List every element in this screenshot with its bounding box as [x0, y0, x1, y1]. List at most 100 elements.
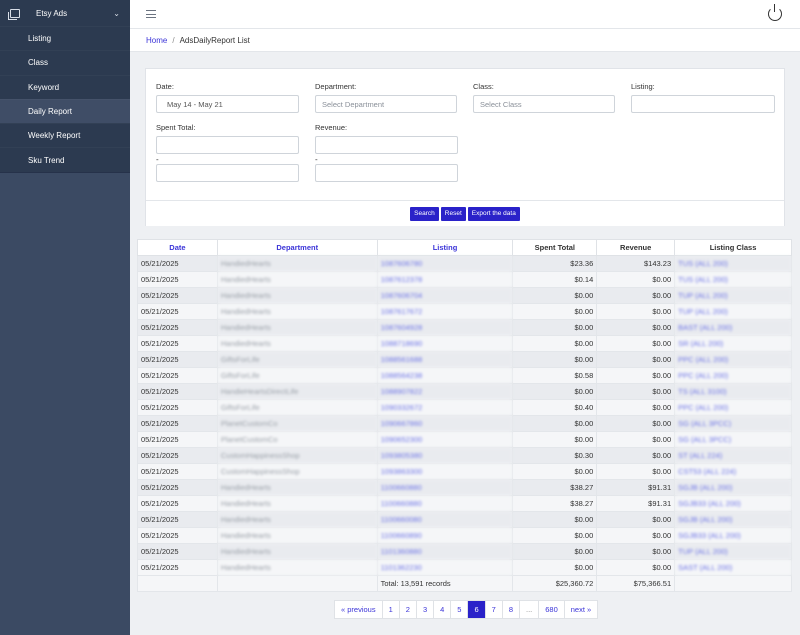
listing-input[interactable]	[631, 95, 775, 113]
total-empty-1	[137, 575, 218, 592]
revenue-range-dash: -	[315, 155, 318, 164]
cell-listing[interactable]: 1088564238	[376, 367, 514, 384]
table-row: 05/21/2025 CustomHappinessShop 1093805380 $…	[137, 447, 792, 464]
cell-listing[interactable]: 1093863300	[376, 463, 514, 480]
cell-date: 05/21/2025	[137, 479, 218, 496]
pagination-page-5[interactable]: 5	[451, 601, 469, 618]
cell-listing[interactable]: 1090332672	[376, 399, 514, 416]
cell-listing[interactable]: 1088561688	[376, 351, 514, 368]
cell-revenue: $0.00	[596, 287, 676, 304]
pagination-page-680[interactable]: 680	[539, 601, 565, 618]
date-range-value: May 14 - May 21	[167, 99, 223, 109]
pagination-page-6[interactable]: 6	[468, 601, 486, 618]
sidebar-item-weekly-report[interactable]: Weekly Report	[0, 123, 130, 147]
cell-revenue: $91.31	[596, 495, 676, 512]
reset-button[interactable]: Reset	[440, 206, 466, 221]
cell-listing[interactable]: 1090652300	[376, 431, 514, 448]
cell-spent-total: $38.27	[512, 495, 598, 512]
cell-listing[interactable]: 1100660880	[376, 479, 514, 496]
cell-date: 05/21/2025	[137, 255, 218, 272]
pagination-page-4[interactable]: 4	[434, 601, 452, 618]
cell-listing[interactable]: 1087604928	[376, 319, 514, 336]
cell-date: 05/21/2025	[137, 383, 218, 400]
pagination-previous-button[interactable]: « previous	[335, 601, 383, 618]
cell-spent-total: $38.27	[512, 479, 598, 496]
sidebar-group-etsy-ads[interactable]: Etsy Ads ⌄	[0, 0, 130, 26]
cell-listing[interactable]: 1101362230	[376, 559, 514, 576]
sidebar-group-title: Etsy Ads	[36, 8, 68, 18]
cell-listing[interactable]: 1088907822	[376, 383, 514, 400]
cell-listing-class: BAST (ALL 200)	[674, 319, 792, 336]
pagination-page-7[interactable]: 7	[486, 601, 503, 618]
table-row: 05/21/2025 HandiedHearts 1100660880 $38.27 $…	[137, 479, 792, 496]
column-header-department[interactable]: Department	[216, 239, 378, 256]
cell-revenue: $0.00	[596, 543, 676, 560]
export-button[interactable]: Export the data	[467, 206, 520, 221]
cell-listing[interactable]: 1087612378	[376, 271, 514, 288]
hamburger-menu-icon[interactable]	[146, 10, 156, 21]
table-row: 05/21/2025 HandiedHearts 1087606704 $0.00 $0…	[137, 287, 792, 304]
cell-listing-class: ST (ALL 224)	[674, 447, 792, 464]
cell-listing[interactable]: 1087617672	[376, 303, 514, 320]
total-empty-3	[674, 575, 792, 592]
cell-listing[interactable]: 1093805380	[376, 447, 514, 464]
cell-revenue: $0.00	[596, 463, 676, 480]
revenue-min-input[interactable]	[315, 136, 458, 154]
pagination-next-button[interactable]: next »	[570, 605, 592, 614]
search-button[interactable]: Search	[410, 206, 439, 221]
sidebar-item-listing[interactable]: Listing	[0, 26, 130, 50]
sidebar-item-keyword[interactable]: Keyword	[0, 75, 130, 99]
cell-listing-class: TUP (ALL 200)	[674, 543, 792, 560]
breadcrumb-home-link[interactable]: Home	[146, 35, 168, 45]
cell-listing[interactable]: 1090667860	[376, 415, 514, 432]
department-select[interactable]: Select Department	[315, 95, 457, 113]
class-placeholder: Select Class	[480, 99, 522, 109]
class-select[interactable]: Select Class	[473, 95, 615, 113]
spent-total-max-input[interactable]	[156, 164, 299, 182]
cell-revenue: $0.00	[596, 431, 676, 448]
cell-department: HandiedHearts	[216, 511, 378, 528]
total-spent: $25,360.72	[512, 575, 598, 592]
pagination-page-3[interactable]: 3	[417, 601, 435, 618]
cell-listing[interactable]: 1088718690	[376, 335, 514, 352]
pagination-ellipsis: ...	[520, 601, 540, 618]
total-records: Total: 13,591 records	[376, 575, 514, 592]
cell-spent-total: $0.00	[512, 463, 598, 480]
windows-icon	[8, 8, 20, 20]
column-header-date[interactable]: Date	[137, 239, 218, 256]
table-row: 05/21/2025 CustomHappinessShop 1093863300 $…	[137, 463, 792, 480]
cell-listing[interactable]: 1087606704	[376, 287, 514, 304]
table-body: 05/21/2025 HandiedHearts 1087606780 $23.36 $…	[137, 255, 792, 592]
pagination-page-8[interactable]: 8	[503, 601, 520, 618]
pagination-page-1[interactable]: 1	[383, 601, 400, 618]
cell-listing[interactable]: 1100660890	[376, 527, 514, 544]
spent-total-min-input[interactable]	[156, 136, 299, 154]
column-header-listing[interactable]: Listing	[376, 239, 514, 256]
cell-spent-total: $0.00	[512, 431, 598, 448]
power-logout-icon[interactable]	[768, 4, 782, 21]
cell-listing-class: SGJB33 (ALL 200)	[674, 495, 792, 512]
cell-date: 05/21/2025	[137, 287, 218, 304]
date-range-input[interactable]: May 14 - May 21	[156, 95, 299, 113]
pagination-page-2[interactable]: 2	[400, 601, 417, 618]
table-row: 05/21/2025 HandiedHearts 1100660890 $0.00 $0…	[137, 527, 792, 544]
cell-listing[interactable]: 1100660880	[376, 495, 514, 512]
table-row: 05/21/2025 HandiedHearts 1101360880 $0.00 $0…	[137, 543, 792, 560]
cell-date: 05/21/2025	[137, 495, 218, 512]
cell-revenue: $0.00	[596, 319, 676, 336]
cell-department: GiftsForLife	[216, 351, 378, 368]
cell-listing[interactable]: 1100660080	[376, 511, 514, 528]
cell-department: PlanetCustomCo	[216, 415, 378, 432]
cell-date: 05/21/2025	[137, 415, 218, 432]
sidebar-item-class[interactable]: Class	[0, 50, 130, 74]
revenue-max-input[interactable]	[315, 164, 458, 182]
top-bar	[130, 0, 800, 29]
sidebar-menu: Etsy Ads ⌄ Listing Class Keyword Daily R…	[0, 0, 130, 172]
cell-listing[interactable]: 1101360880	[376, 543, 514, 560]
sidebar-item-daily-report[interactable]: Daily Report	[0, 98, 130, 124]
table-row: 05/21/2025 HandiedHearts 1100660080 $0.00 $0…	[137, 511, 792, 528]
sidebar-item-sku-trend[interactable]: Sku Trend	[0, 147, 130, 171]
cell-department: CustomHappinessShop	[216, 463, 378, 480]
cell-listing[interactable]: 1087606780	[376, 255, 514, 272]
sidebar: Etsy Ads ⌄ Listing Class Keyword Daily R…	[0, 0, 130, 635]
